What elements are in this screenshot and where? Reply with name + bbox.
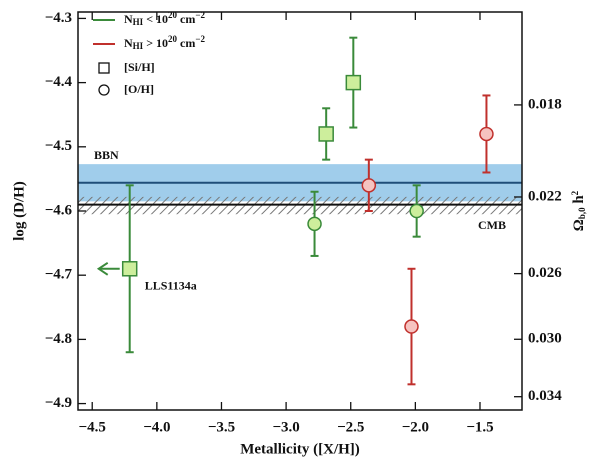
y2-tick-label: 0.030 xyxy=(528,331,562,347)
text-part: 20 xyxy=(168,34,178,44)
text-part: N xyxy=(124,36,133,50)
y2-tick-label: 0.026 xyxy=(528,265,562,281)
arrow-head xyxy=(96,261,109,276)
legend-marker xyxy=(98,62,110,74)
marker xyxy=(361,178,377,193)
x-axis-label: Metallicity ([X/H]) xyxy=(240,441,360,457)
legend-label: NHI < 1020 cm−2 xyxy=(124,10,205,27)
text-part: b,0 xyxy=(577,207,587,219)
x-tick-label: −2.5 xyxy=(337,419,364,435)
y-tick-label: −4.6 xyxy=(45,202,73,218)
marker xyxy=(318,126,334,142)
text-part: > 10 xyxy=(143,36,168,50)
marker xyxy=(121,261,138,277)
legend-marker xyxy=(98,84,110,96)
text-part: N xyxy=(124,12,133,26)
text-part: HI xyxy=(133,41,144,51)
legend-label: [Si/H] xyxy=(124,60,155,74)
band-label: CMB xyxy=(478,218,506,232)
x-tick-label: −2.0 xyxy=(402,419,429,435)
marker xyxy=(409,203,424,219)
y-tick-label: −4.7 xyxy=(45,267,73,283)
y-tick-label: −4.4 xyxy=(45,74,73,90)
legend-label: NHI > 1020 cm−2 xyxy=(124,34,205,51)
marker xyxy=(404,319,419,334)
y2-tick-label: 0.034 xyxy=(528,388,562,404)
marker xyxy=(307,216,322,232)
y-tick-label: −4.3 xyxy=(45,10,72,26)
text-part: 2 xyxy=(570,190,580,195)
x-tick-label: −4.0 xyxy=(143,419,170,435)
y-axis-label: log (D/H) xyxy=(11,181,27,241)
marker xyxy=(345,74,362,91)
y2-tick-label: 0.018 xyxy=(528,96,562,112)
text-part: Ω xyxy=(571,219,587,231)
text-part: h xyxy=(571,195,587,208)
x-tick-label: −4.5 xyxy=(79,419,106,435)
y-tick-label: −4.9 xyxy=(45,395,72,411)
x-tick-label: −1.5 xyxy=(466,419,493,435)
x-tick-label: −3.5 xyxy=(208,419,235,435)
text-part: cm xyxy=(177,12,195,26)
y2-tick-label: 0.022 xyxy=(528,188,562,204)
marker xyxy=(479,126,494,142)
y-tick-label: −4.5 xyxy=(45,138,72,154)
text-part: −2 xyxy=(195,34,205,44)
band-label: BBN xyxy=(94,148,119,162)
x-tick-label: −3.0 xyxy=(272,419,299,435)
text-part: < 10 xyxy=(143,12,168,26)
text-part: 20 xyxy=(168,10,178,20)
text-part: HI xyxy=(133,17,144,27)
y2-axis-label: Ωb,0 h2 xyxy=(570,190,587,231)
text-part: −2 xyxy=(195,10,205,20)
y-tick-label: −4.8 xyxy=(45,331,72,347)
text-part: cm xyxy=(177,36,195,50)
legend-label: [O/H] xyxy=(124,82,154,96)
annotation: LLS1134a xyxy=(145,279,197,293)
